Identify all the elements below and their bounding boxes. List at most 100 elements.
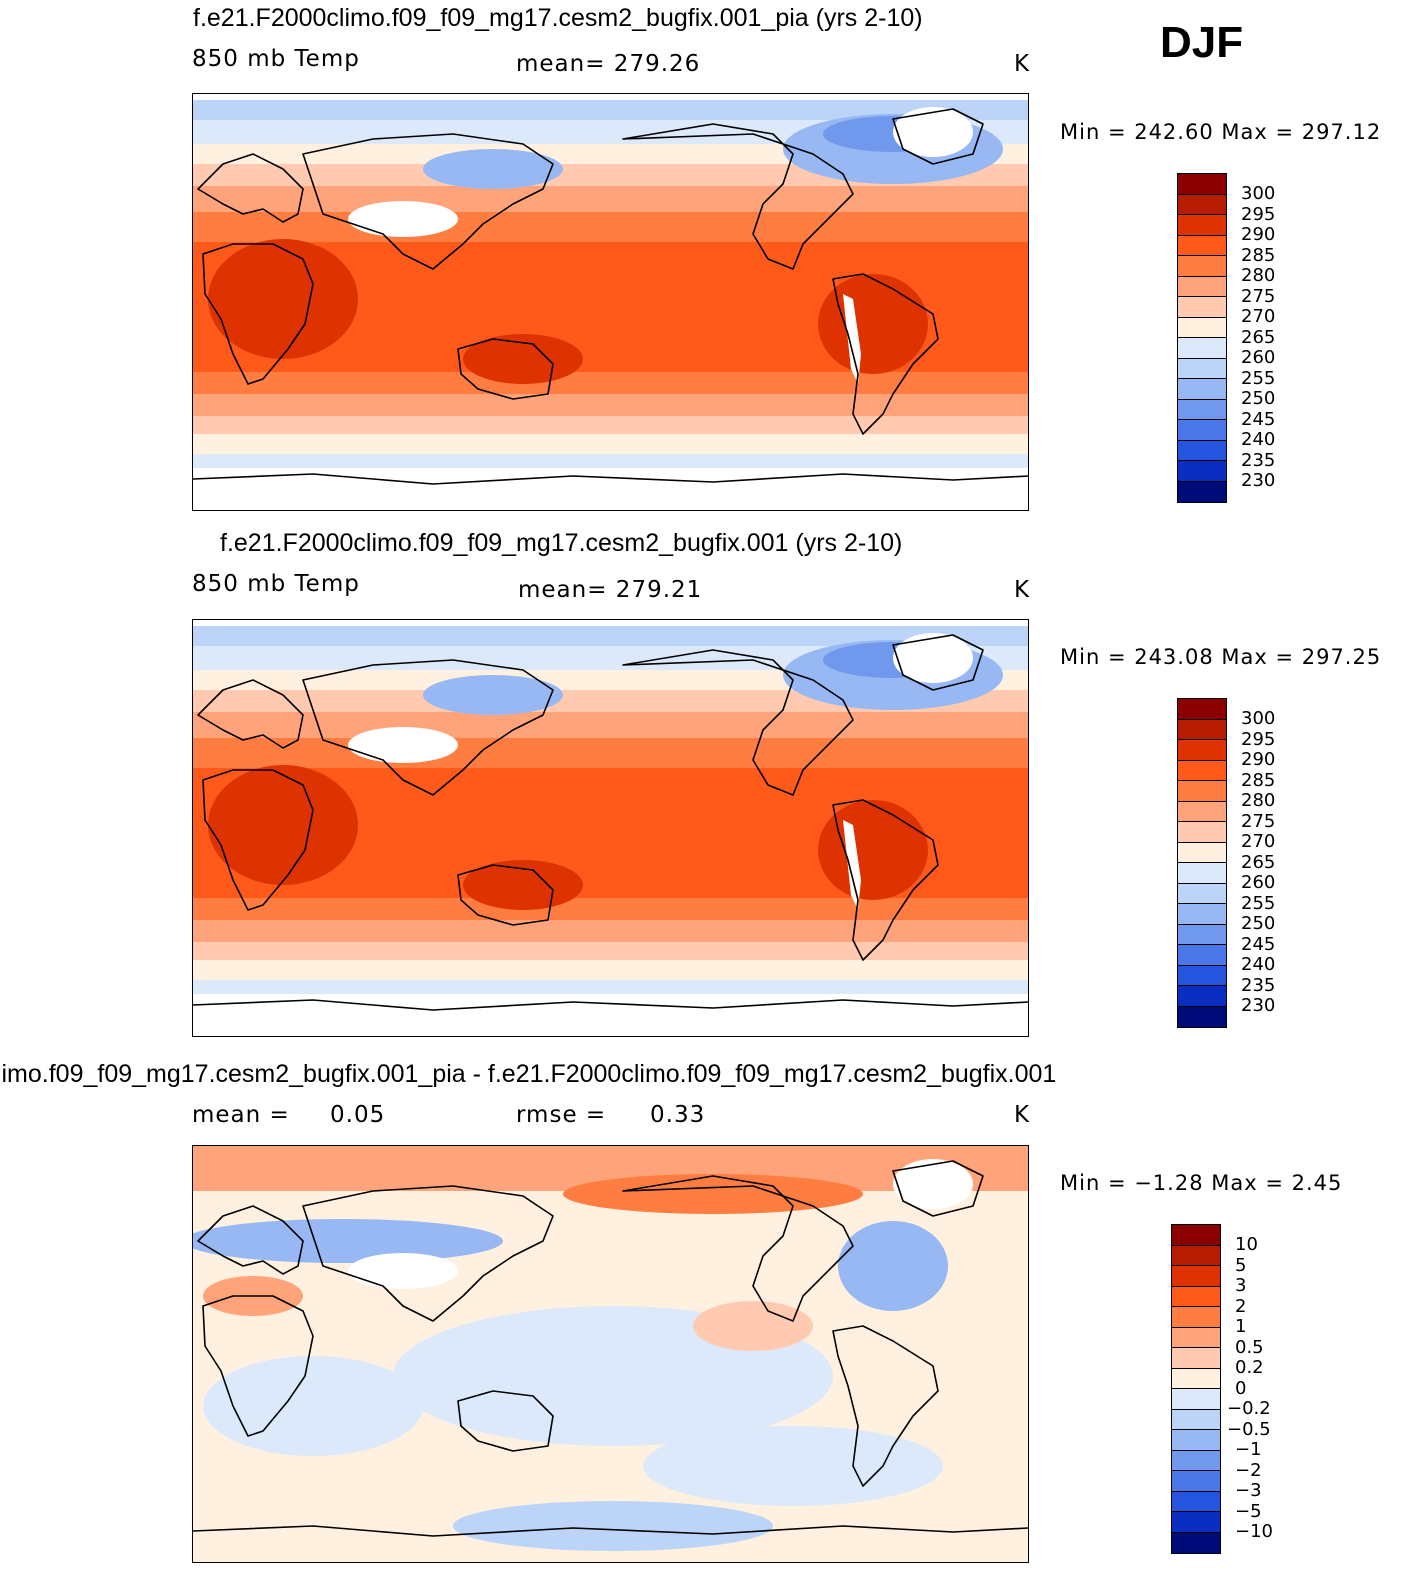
temperature-band <box>193 394 1028 416</box>
temperature-band <box>193 454 1028 468</box>
colorbar-tick-label: 275 <box>1241 285 1276 307</box>
colorbar-tick-label: 285 <box>1241 244 1276 266</box>
colorbar-swatch <box>1178 822 1226 843</box>
colorbar-tick-label: 280 <box>1241 790 1276 811</box>
coastline <box>202 1295 314 1437</box>
coastline <box>193 473 1028 485</box>
colorbar-swatch <box>1178 358 1226 379</box>
temperature-band <box>193 712 1028 738</box>
colorbar-tick-label: 3 <box>1235 1275 1247 1296</box>
colorbar-swatch <box>1172 1368 1220 1389</box>
panel3-map-svg <box>193 1146 1028 1562</box>
difference-patch <box>193 1219 503 1263</box>
colorbar-tick-label: 0 <box>1235 1377 1247 1399</box>
colorbar-swatch <box>1172 1266 1220 1287</box>
panel1-minmax: Min = 242.60 Max = 297.12 <box>1060 120 1382 144</box>
colorbar-swatch <box>1172 1532 1220 1553</box>
colorbar-tick-label: 0.2 <box>1235 1357 1264 1378</box>
panel3-rmse-value: 0.33 <box>650 1102 706 1128</box>
colorbar-swatch <box>1178 945 1226 966</box>
difference-patch <box>643 1426 943 1506</box>
colorbar-swatch <box>1178 215 1226 236</box>
coastline <box>832 799 939 961</box>
colorbar-swatch <box>1178 904 1226 925</box>
colorbar-swatch <box>1178 174 1226 195</box>
panel1-title: f.e21.F2000climo.f09_f09_mg17.cesm2_bugf… <box>193 4 923 32</box>
colorbar-tick-label: 300 <box>1241 708 1276 729</box>
coastline <box>892 108 984 165</box>
missing-data-region <box>843 294 861 384</box>
colorbar-tick-label: 300 <box>1241 183 1276 204</box>
colorbar-swatch <box>1178 986 1226 1007</box>
colorbar-tick-label: 285 <box>1241 769 1276 791</box>
colorbar-tick-label: 5 <box>1235 1254 1247 1276</box>
colorbar-tick-label: 265 <box>1241 851 1276 873</box>
panel3-map <box>192 1145 1029 1563</box>
panel1-map-svg <box>193 94 1028 510</box>
temperature-band <box>193 620 1028 626</box>
temperature-band <box>193 942 1028 960</box>
colorbar-tick-label: 230 <box>1241 470 1276 491</box>
missing-data-region <box>893 1159 973 1209</box>
temperature-band <box>193 212 1028 242</box>
colorbar-tick-label: 265 <box>1241 326 1276 348</box>
cold-region <box>423 149 563 189</box>
panel1-mean: mean= 279.26 <box>516 51 701 77</box>
colorbar-tick-label: −10 <box>1235 1521 1273 1542</box>
colorbar-swatch <box>1178 256 1226 277</box>
coastline <box>193 1525 1028 1537</box>
coastline <box>197 1205 304 1275</box>
colorbar-tick-label: −5 <box>1235 1500 1262 1522</box>
coastline <box>302 133 554 270</box>
colorbar-swatch <box>1178 461 1226 482</box>
colorbar-tick-label: 295 <box>1241 203 1276 225</box>
panel2-variable: 850 mb Temp <box>192 571 360 597</box>
panel3-mean-label: mean = <box>192 1102 290 1128</box>
colorbar-swatch <box>1178 965 1226 986</box>
colorbar-swatch <box>1172 1491 1220 1512</box>
colorbar-swatch <box>1178 317 1226 338</box>
panel2-map-svg <box>193 620 1028 1036</box>
colorbar-tick-label: 245 <box>1241 933 1276 955</box>
colorbar-tick-label: 280 <box>1241 265 1276 286</box>
colorbar-tick-label: 240 <box>1241 429 1276 450</box>
panel2-minmax: Min = 243.08 Max = 297.25 <box>1060 645 1382 669</box>
colorbar-swatch <box>1172 1245 1220 1266</box>
panel2-units: K <box>1014 577 1031 603</box>
coastline <box>193 999 1028 1011</box>
colorbar-tick-label: 255 <box>1241 367 1276 389</box>
coastline <box>302 659 554 796</box>
colorbar-swatch <box>1178 760 1226 781</box>
coastline <box>832 1325 939 1487</box>
coastline <box>622 1175 854 1322</box>
coastline <box>622 649 854 796</box>
panel3-units: K <box>1014 1102 1031 1128</box>
warm-region <box>463 860 583 910</box>
colorbar-swatch <box>1172 1327 1220 1348</box>
panel3-colorbar <box>1171 1224 1221 1554</box>
colorbar-swatch <box>1172 1307 1220 1328</box>
temperature-band <box>193 960 1028 980</box>
season-label: DJF <box>1160 18 1244 67</box>
difference-patch <box>203 1356 423 1456</box>
colorbar-swatch <box>1172 1430 1220 1451</box>
coastline <box>202 769 314 911</box>
panel1-variable: 850 mb Temp <box>192 46 360 72</box>
coastline <box>892 1160 984 1217</box>
colorbar-swatch <box>1178 440 1226 461</box>
colorbar-tick-label: 275 <box>1241 810 1276 832</box>
colorbar-tick-label: 260 <box>1241 347 1276 368</box>
colorbar-swatch <box>1178 235 1226 256</box>
cold-region <box>423 675 563 715</box>
colorbar-tick-label: −1 <box>1235 1439 1262 1460</box>
colorbar-swatch <box>1178 338 1226 359</box>
missing-data-region <box>843 820 861 910</box>
panel2-map <box>192 619 1029 1037</box>
colorbar-swatch <box>1178 399 1226 420</box>
colorbar-tick-label: 270 <box>1241 306 1276 327</box>
colorbar-tick-label: 245 <box>1241 408 1276 430</box>
coastline <box>832 273 939 435</box>
colorbar-tick-label: 0.5 <box>1235 1336 1264 1358</box>
coastline <box>457 338 554 400</box>
colorbar-swatch <box>1178 276 1226 297</box>
